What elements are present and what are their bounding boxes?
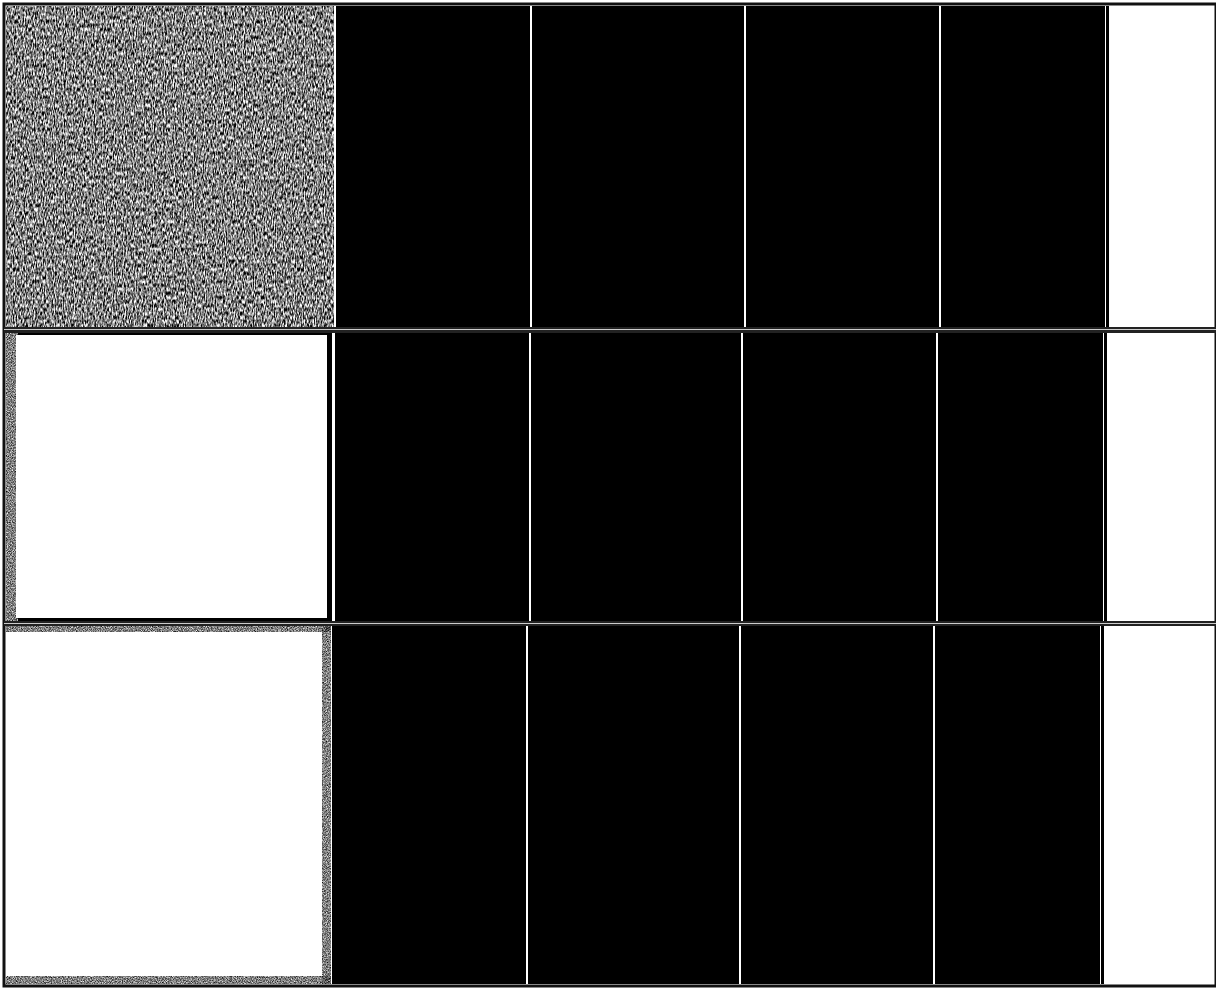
white-image: [16, 335, 327, 618]
image-grid: [0, 0, 1216, 988]
black-cell: [532, 6, 744, 327]
row-divider: [4, 623, 1216, 624]
divider: [1104, 333, 1107, 622]
white-image: [6, 626, 331, 984]
edge-texture: [6, 626, 331, 632]
white-cell: [1105, 626, 1214, 984]
white-cell: [1110, 6, 1214, 327]
page: [0, 0, 1216, 988]
black-cell: [335, 333, 529, 622]
black-cell: [336, 6, 530, 327]
row-divider: [4, 329, 1216, 330]
divider: [1106, 6, 1109, 327]
black-cell: [938, 333, 1103, 622]
black-cell: [528, 626, 739, 984]
texture-image: [6, 6, 334, 327]
black-cell: [941, 6, 1105, 327]
row: [6, 6, 1214, 327]
divider: [1101, 626, 1104, 984]
row: [6, 626, 1214, 984]
black-cell: [531, 333, 741, 622]
black-cell: [741, 626, 933, 984]
edge-texture: [6, 976, 331, 984]
black-cell: [743, 333, 936, 622]
black-cell: [332, 626, 526, 984]
black-cell: [935, 626, 1100, 984]
row: [6, 333, 1214, 622]
black-cell: [746, 6, 939, 327]
edge-texture: [322, 626, 331, 984]
white-cell: [1108, 333, 1214, 622]
